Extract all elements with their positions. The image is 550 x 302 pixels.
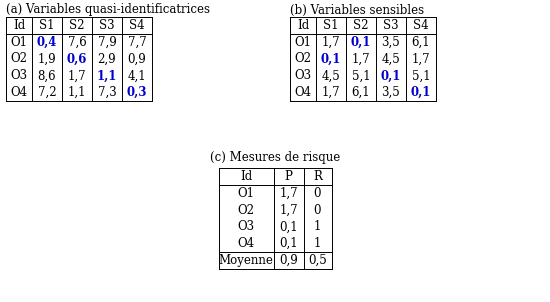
- Text: O2: O2: [10, 53, 28, 66]
- Text: 3,5: 3,5: [382, 86, 400, 99]
- Text: 1,7: 1,7: [279, 204, 298, 217]
- Text: Id: Id: [13, 19, 25, 32]
- Text: 0,1: 0,1: [411, 86, 431, 99]
- Text: 0,9: 0,9: [279, 254, 298, 267]
- Text: 1,7: 1,7: [322, 36, 340, 49]
- Text: (a) Variables quasi-identificatrices: (a) Variables quasi-identificatrices: [6, 4, 210, 17]
- Text: R: R: [313, 170, 322, 183]
- Text: 0: 0: [314, 187, 321, 200]
- Text: 1,9: 1,9: [38, 53, 56, 66]
- Text: 1,7: 1,7: [322, 86, 340, 99]
- Text: O4: O4: [10, 86, 28, 99]
- Text: 0,1: 0,1: [279, 220, 298, 233]
- Text: 7,6: 7,6: [68, 36, 86, 49]
- Text: Moyenne: Moyenne: [218, 254, 273, 267]
- Text: O3: O3: [10, 69, 28, 82]
- Text: S1: S1: [323, 19, 339, 32]
- Text: O4: O4: [294, 86, 311, 99]
- Text: 1,7: 1,7: [279, 187, 298, 200]
- Text: (b) Variables sensibles: (b) Variables sensibles: [290, 4, 424, 17]
- Text: O1: O1: [10, 36, 28, 49]
- Text: O1: O1: [238, 187, 255, 200]
- Text: Id: Id: [297, 19, 309, 32]
- Text: 4,5: 4,5: [322, 69, 340, 82]
- Text: 0,6: 0,6: [67, 53, 87, 66]
- Text: 0,3: 0,3: [126, 86, 147, 99]
- Text: S2: S2: [69, 19, 85, 32]
- Text: 6,1: 6,1: [351, 86, 370, 99]
- Text: 1,1: 1,1: [97, 69, 117, 82]
- Text: S4: S4: [413, 19, 429, 32]
- Text: 4,5: 4,5: [382, 53, 400, 66]
- Text: 1,7: 1,7: [68, 69, 86, 82]
- Text: 6,1: 6,1: [412, 36, 430, 49]
- Text: 1: 1: [314, 237, 321, 250]
- Text: 0,1: 0,1: [321, 53, 341, 66]
- Text: 1: 1: [314, 220, 321, 233]
- Text: 7,2: 7,2: [38, 86, 56, 99]
- Text: P: P: [284, 170, 293, 183]
- Text: 0,1: 0,1: [381, 69, 401, 82]
- Text: 1,1: 1,1: [68, 86, 86, 99]
- Text: S1: S1: [39, 19, 55, 32]
- Text: O3: O3: [238, 220, 255, 233]
- Text: (c) Mesures de risque: (c) Mesures de risque: [210, 152, 340, 165]
- Text: O2: O2: [294, 53, 311, 66]
- Text: 5,1: 5,1: [412, 69, 430, 82]
- Text: 7,7: 7,7: [128, 36, 146, 49]
- Text: O4: O4: [238, 237, 255, 250]
- Text: Id: Id: [240, 170, 252, 183]
- Text: 0,1: 0,1: [351, 36, 371, 49]
- Text: 7,3: 7,3: [97, 86, 117, 99]
- Text: 3,5: 3,5: [382, 36, 400, 49]
- Text: 0: 0: [314, 204, 321, 217]
- Text: 0,9: 0,9: [128, 53, 146, 66]
- Text: 1,7: 1,7: [412, 53, 430, 66]
- Text: 7,9: 7,9: [97, 36, 117, 49]
- Text: 0,4: 0,4: [37, 36, 57, 49]
- Text: O3: O3: [294, 69, 311, 82]
- Text: O1: O1: [294, 36, 311, 49]
- Text: S3: S3: [99, 19, 115, 32]
- Text: S2: S2: [353, 19, 369, 32]
- Text: 8,6: 8,6: [38, 69, 56, 82]
- Text: 1,7: 1,7: [351, 53, 370, 66]
- Text: S4: S4: [129, 19, 145, 32]
- Text: 4,1: 4,1: [128, 69, 146, 82]
- Text: O2: O2: [238, 204, 255, 217]
- Text: 5,1: 5,1: [351, 69, 370, 82]
- Text: S3: S3: [383, 19, 399, 32]
- Text: 0,1: 0,1: [279, 237, 298, 250]
- Text: 2,9: 2,9: [98, 53, 116, 66]
- Text: 0,5: 0,5: [308, 254, 327, 267]
